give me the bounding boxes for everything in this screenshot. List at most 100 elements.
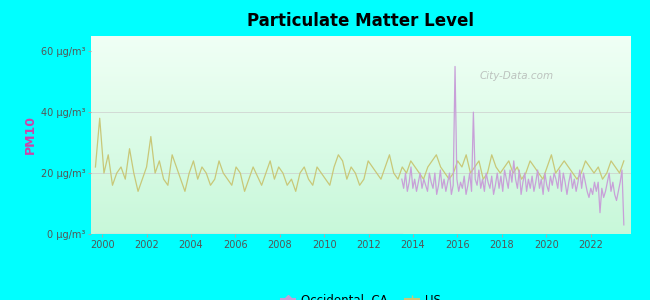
Bar	[91, 214, 630, 215]
Bar	[91, 66, 630, 67]
Bar	[91, 136, 630, 137]
Bar	[91, 137, 630, 138]
Bar	[91, 134, 630, 135]
Bar	[91, 116, 630, 117]
Bar	[91, 89, 630, 90]
Bar	[91, 226, 630, 227]
Bar	[91, 204, 630, 205]
Bar	[91, 233, 630, 234]
Bar	[91, 164, 630, 165]
Bar	[91, 82, 630, 83]
Bar	[91, 82, 630, 83]
Bar	[91, 141, 630, 142]
Bar	[91, 149, 630, 150]
Bar	[91, 211, 630, 212]
Bar	[91, 95, 630, 96]
Bar	[91, 208, 630, 209]
Bar	[91, 212, 630, 213]
Bar	[91, 96, 630, 98]
Bar	[91, 42, 630, 43]
Y-axis label: PM10: PM10	[23, 116, 36, 154]
Bar	[91, 209, 630, 210]
Bar	[91, 78, 630, 79]
Bar	[91, 165, 630, 166]
Bar	[91, 119, 630, 120]
Bar	[91, 121, 630, 122]
Bar	[91, 44, 630, 45]
Bar	[91, 114, 630, 115]
Bar	[91, 124, 630, 125]
Bar	[91, 154, 630, 155]
Bar	[91, 195, 630, 196]
Bar	[91, 184, 630, 185]
Bar	[91, 144, 630, 145]
Bar	[91, 210, 630, 211]
Bar	[91, 196, 630, 197]
Bar	[91, 163, 630, 164]
Bar	[91, 213, 630, 214]
Bar	[91, 197, 630, 198]
Bar	[91, 49, 630, 50]
Bar	[91, 228, 630, 229]
Bar	[91, 62, 630, 63]
Bar	[91, 172, 630, 174]
Bar	[91, 115, 630, 116]
Bar	[91, 64, 630, 65]
Bar	[91, 188, 630, 190]
Bar	[91, 56, 630, 57]
Bar	[91, 106, 630, 107]
Bar	[91, 53, 630, 54]
Bar	[91, 69, 630, 70]
Bar	[91, 168, 630, 169]
Bar	[91, 217, 630, 218]
Bar	[91, 140, 630, 141]
Bar	[91, 200, 630, 201]
Bar	[91, 169, 630, 170]
Bar	[91, 60, 630, 61]
Bar	[91, 107, 630, 108]
Bar	[91, 47, 630, 48]
Bar	[91, 63, 630, 64]
Bar	[91, 227, 630, 228]
Text: City-Data.com: City-Data.com	[480, 70, 554, 81]
Bar	[91, 151, 630, 152]
Bar	[91, 224, 630, 225]
Bar	[91, 230, 630, 231]
Bar	[91, 88, 630, 89]
Bar	[91, 202, 630, 203]
Bar	[91, 108, 630, 109]
Bar	[91, 59, 630, 60]
Bar	[91, 80, 630, 82]
Bar	[91, 207, 630, 208]
Bar	[91, 90, 630, 92]
Bar	[91, 155, 630, 156]
Bar	[91, 98, 630, 99]
Bar	[91, 156, 630, 157]
Bar	[91, 67, 630, 68]
Bar	[91, 75, 630, 76]
Bar	[91, 128, 630, 129]
Bar	[91, 109, 630, 110]
Bar	[91, 221, 630, 222]
Bar	[91, 103, 630, 104]
Bar	[91, 70, 630, 72]
Bar	[91, 65, 630, 66]
Bar	[91, 190, 630, 191]
Bar	[91, 85, 630, 86]
Bar	[91, 50, 630, 51]
Bar	[91, 199, 630, 200]
Bar	[91, 158, 630, 159]
Bar	[91, 126, 630, 127]
Bar	[91, 171, 630, 172]
Bar	[91, 122, 630, 123]
Bar	[91, 150, 630, 151]
Bar	[91, 220, 630, 221]
Bar	[91, 111, 630, 112]
Bar	[91, 187, 630, 188]
Bar	[91, 43, 630, 44]
Bar	[91, 131, 630, 132]
Bar	[91, 85, 630, 86]
Bar	[91, 161, 630, 162]
Bar	[91, 104, 630, 105]
Bar	[91, 37, 630, 38]
